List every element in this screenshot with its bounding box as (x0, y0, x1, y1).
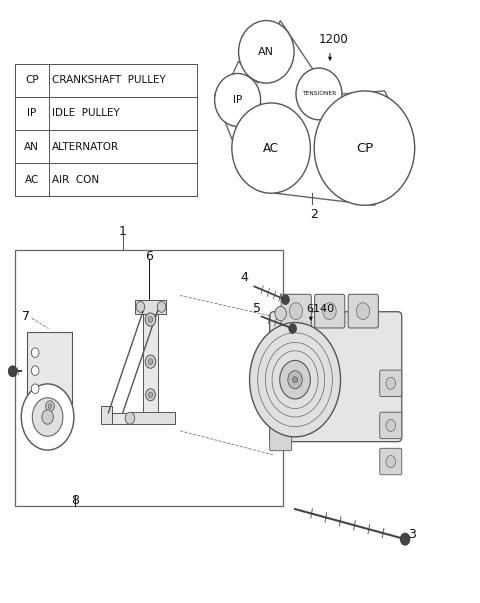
Text: 6140: 6140 (306, 304, 335, 314)
FancyBboxPatch shape (270, 425, 292, 450)
Text: 5: 5 (253, 302, 261, 315)
Circle shape (42, 410, 53, 425)
Circle shape (289, 303, 303, 320)
Circle shape (21, 384, 74, 450)
Circle shape (145, 313, 156, 326)
Ellipse shape (232, 103, 311, 193)
Circle shape (280, 361, 311, 399)
Circle shape (46, 401, 54, 412)
Text: AC: AC (263, 142, 279, 154)
Circle shape (386, 377, 396, 390)
Polygon shape (108, 413, 144, 425)
FancyBboxPatch shape (270, 312, 402, 441)
Text: AN: AN (258, 47, 275, 57)
Text: 1200: 1200 (318, 33, 348, 46)
Circle shape (48, 404, 52, 409)
FancyBboxPatch shape (380, 370, 402, 397)
Bar (15, 64, 197, 97)
Bar (15, 64, 197, 196)
Circle shape (145, 355, 156, 368)
Text: ALTERNATOR: ALTERNATOR (52, 142, 120, 151)
Circle shape (323, 303, 336, 320)
Ellipse shape (314, 91, 415, 205)
Circle shape (275, 306, 287, 321)
Text: IP: IP (233, 95, 242, 105)
Circle shape (288, 371, 302, 389)
Bar (15, 250, 283, 506)
Circle shape (250, 323, 340, 437)
FancyBboxPatch shape (380, 412, 402, 438)
FancyBboxPatch shape (380, 448, 402, 475)
Circle shape (136, 302, 145, 312)
Circle shape (125, 412, 135, 425)
Bar (15, 97, 197, 130)
Text: 7: 7 (22, 310, 30, 323)
Ellipse shape (215, 74, 261, 127)
Circle shape (148, 392, 153, 397)
Ellipse shape (296, 68, 342, 120)
Circle shape (289, 324, 297, 333)
Bar (130, 412, 175, 425)
Text: 8: 8 (71, 493, 79, 507)
Circle shape (146, 389, 156, 401)
Text: 4: 4 (241, 271, 249, 284)
Ellipse shape (239, 21, 294, 83)
Text: CRANKSHAFT  PULLEY: CRANKSHAFT PULLEY (52, 75, 166, 86)
Circle shape (293, 377, 298, 383)
Bar (135, 300, 166, 314)
Circle shape (386, 420, 396, 432)
Text: CP: CP (25, 75, 38, 86)
Circle shape (400, 533, 410, 545)
Circle shape (282, 295, 289, 305)
Text: 3: 3 (408, 528, 416, 541)
Bar (27, 332, 72, 404)
Circle shape (148, 359, 153, 365)
Bar (101, 406, 112, 425)
FancyBboxPatch shape (315, 294, 345, 328)
Circle shape (8, 366, 17, 377)
Circle shape (356, 303, 370, 320)
Bar (15, 163, 197, 196)
Text: IDLE  PULLEY: IDLE PULLEY (52, 109, 120, 119)
Text: 1: 1 (119, 225, 127, 238)
Circle shape (386, 455, 396, 467)
Text: AN: AN (24, 142, 39, 151)
Circle shape (31, 348, 39, 358)
FancyBboxPatch shape (281, 294, 312, 328)
FancyBboxPatch shape (348, 294, 378, 328)
Text: AC: AC (24, 175, 39, 185)
Circle shape (31, 366, 39, 376)
Text: 6: 6 (145, 250, 153, 263)
Text: 2: 2 (310, 208, 318, 221)
Text: TENSIONER: TENSIONER (302, 92, 336, 96)
Text: AIR  CON: AIR CON (52, 175, 99, 185)
Circle shape (148, 317, 153, 323)
Circle shape (31, 384, 39, 394)
Text: IP: IP (27, 109, 36, 119)
Circle shape (157, 302, 166, 312)
Bar (144, 311, 157, 416)
Bar (15, 130, 197, 163)
Text: CP: CP (356, 142, 373, 154)
Circle shape (32, 398, 63, 436)
